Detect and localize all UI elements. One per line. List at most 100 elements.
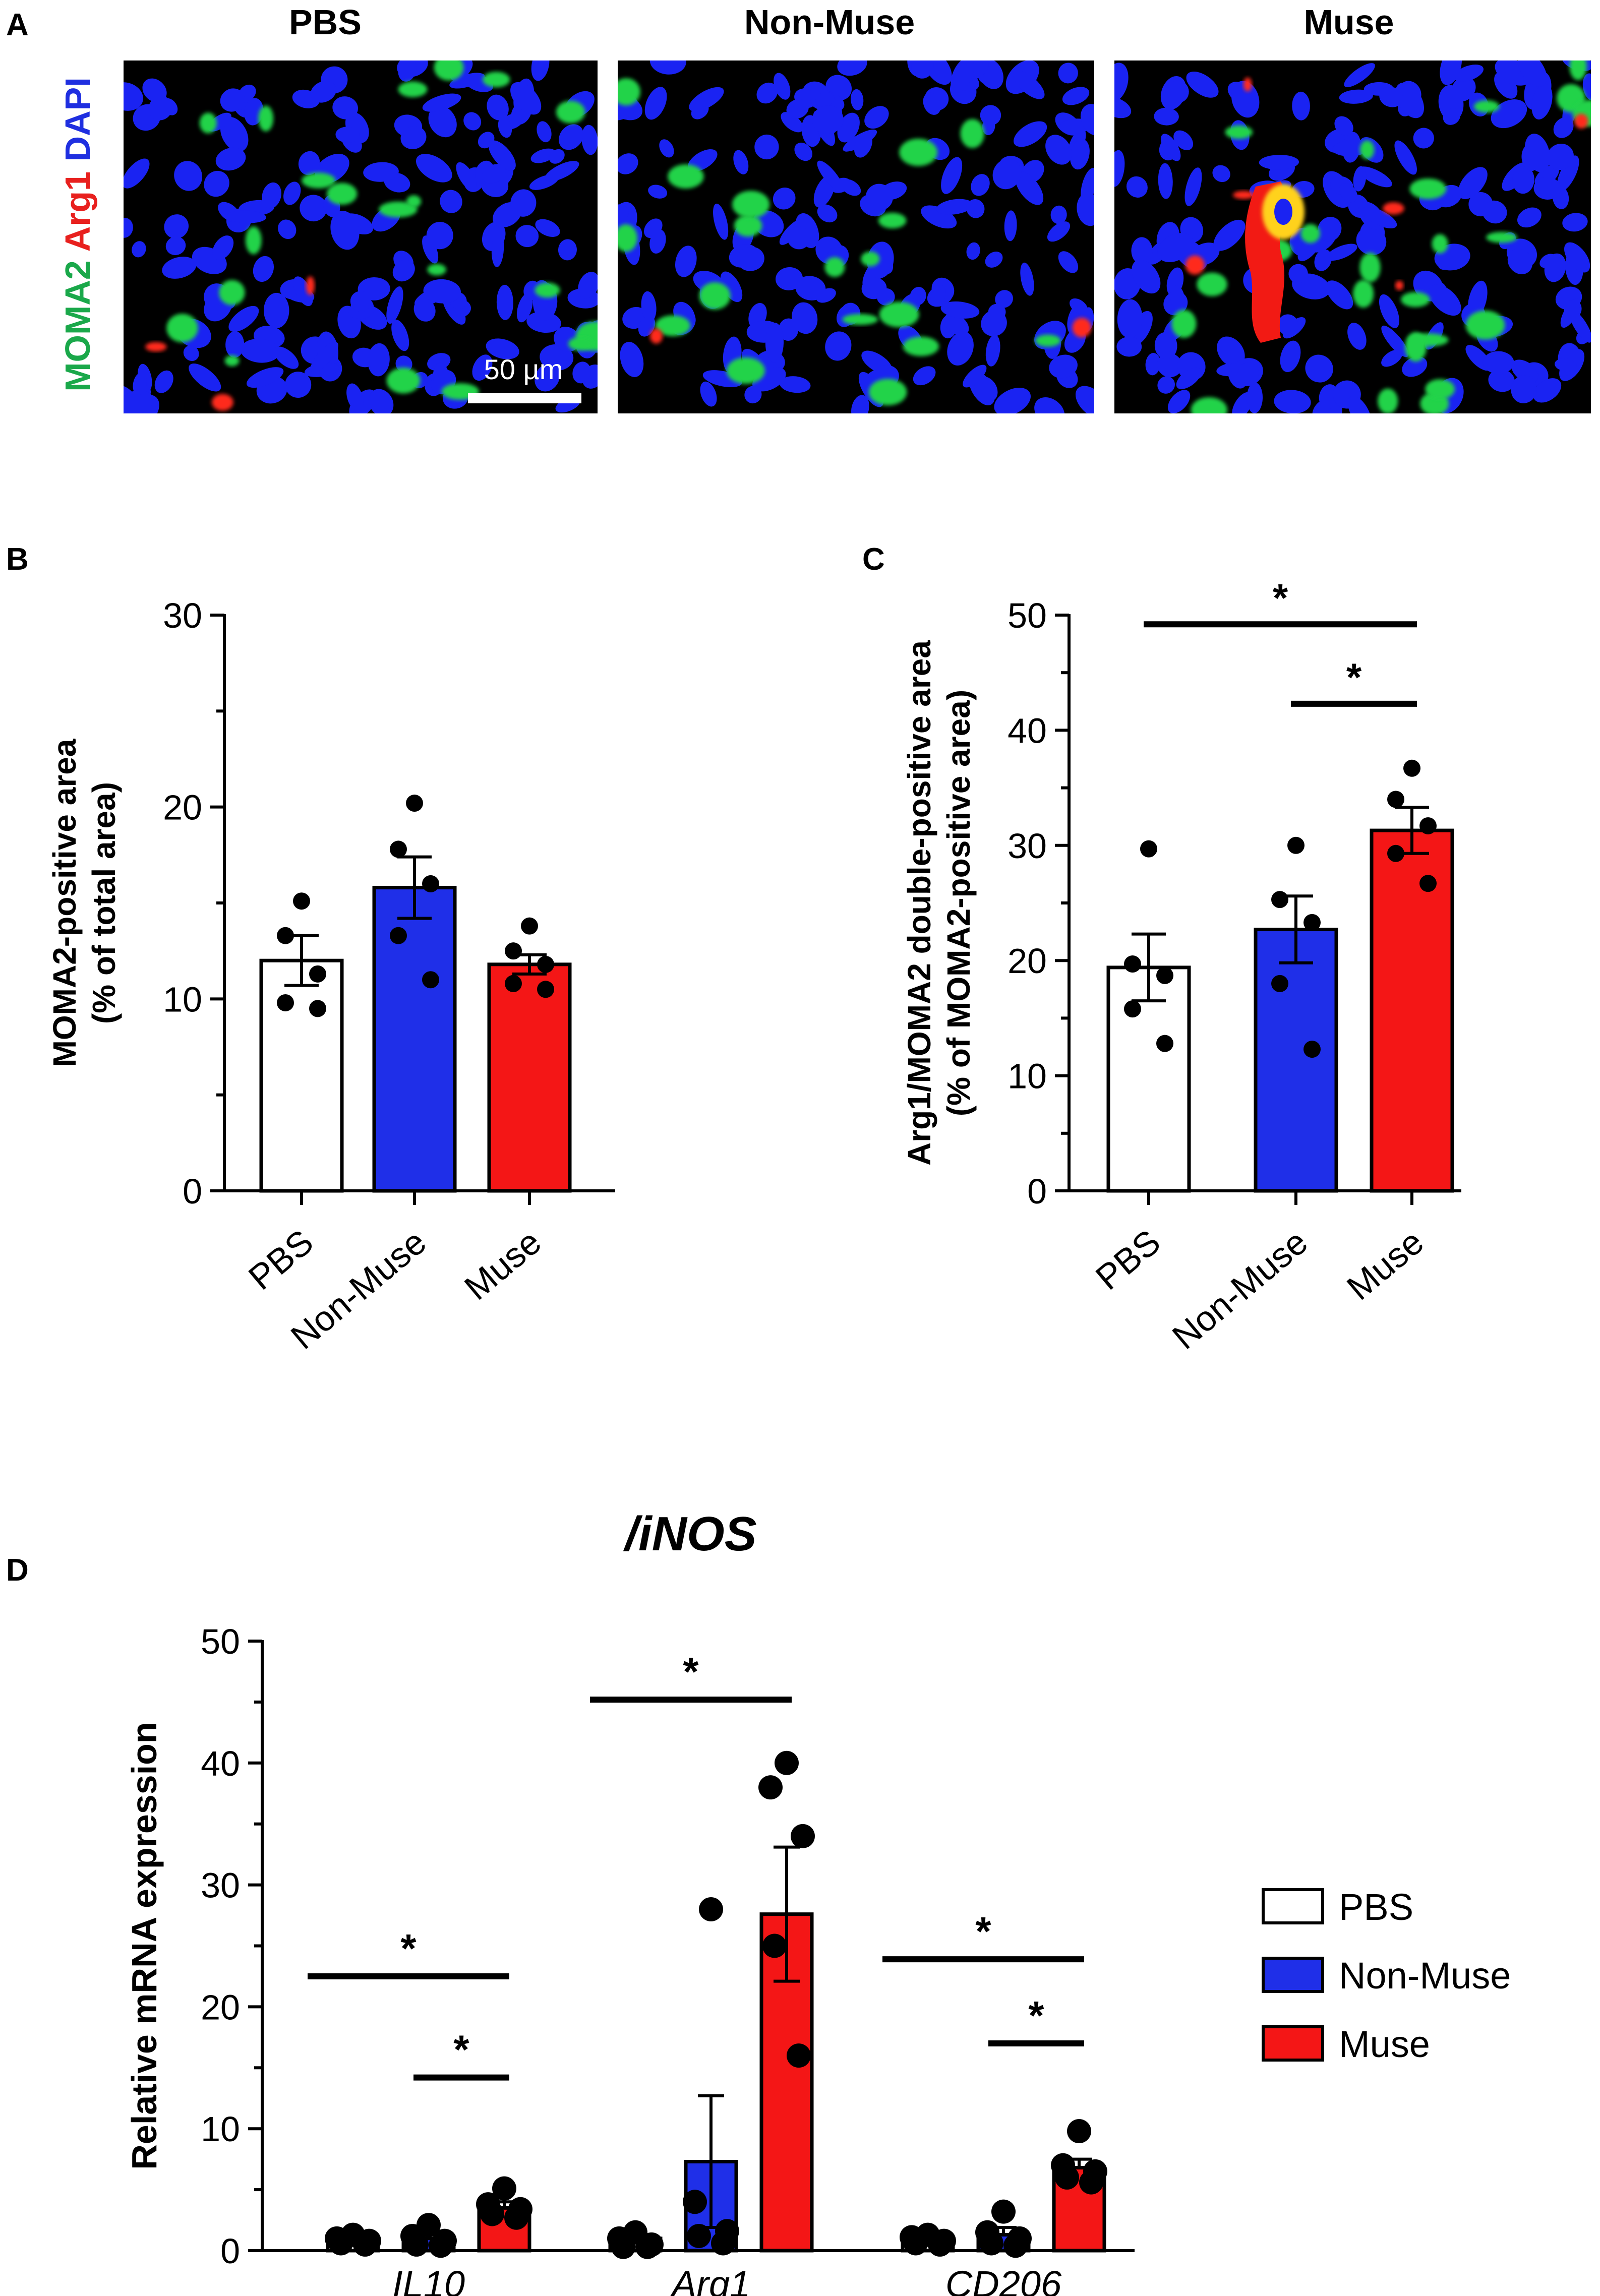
data-point [1124, 955, 1141, 973]
nucleus [1518, 61, 1547, 87]
nucleus [1173, 130, 1194, 150]
nucleus [985, 252, 1003, 268]
nucleus [913, 366, 936, 386]
arg1-signal [649, 328, 663, 344]
nucleus [1564, 242, 1590, 273]
nucleus [1356, 226, 1387, 256]
nucleus [1213, 219, 1246, 251]
nucleus [225, 331, 245, 358]
data-point [504, 2205, 528, 2230]
nucleus [1483, 351, 1514, 374]
nucleus [1217, 336, 1245, 367]
nucleus [531, 61, 550, 81]
nucleus [1014, 121, 1047, 147]
nucleus [1062, 87, 1090, 105]
nucleus [1114, 96, 1132, 118]
y-tick-label: 0 [183, 1172, 202, 1211]
y-axis-title: Relative mRNA expression [125, 1722, 164, 2169]
nucleus [1076, 386, 1094, 413]
nucleus [124, 158, 150, 189]
y-tick-label: 30 [163, 596, 202, 635]
x-tick-label-muse: Muse [457, 1222, 548, 1308]
data-point [991, 2199, 1016, 2224]
data-point [1124, 1000, 1141, 1018]
nucleus [1517, 207, 1542, 228]
nucleus [1440, 61, 1462, 85]
nucleus [840, 179, 861, 196]
arg1-signal [1395, 280, 1404, 290]
nucleus [346, 383, 364, 411]
nucleus [1379, 87, 1403, 107]
nucleus [215, 147, 246, 171]
nucleus [974, 376, 998, 402]
nucleus [1318, 217, 1342, 242]
nucleus [1554, 358, 1577, 372]
moma2-signal [879, 301, 919, 328]
data-point [1003, 2233, 1028, 2258]
nucleus [1582, 73, 1591, 101]
nucleus [1274, 199, 1292, 225]
nucleus [422, 235, 439, 264]
panel-b: B 0 10 20 30 MOMA2-positive area(% of total a… [6, 542, 615, 1357]
moma2-signal [1401, 292, 1430, 308]
data-point [1156, 1035, 1173, 1052]
moma2-signal [1359, 253, 1381, 282]
nucleus [124, 82, 143, 111]
panel-label-a: A [6, 8, 29, 42]
data-point [1271, 891, 1288, 909]
nucleus [352, 347, 376, 368]
nucleus [1314, 249, 1332, 271]
y-tick-label: 10 [163, 980, 202, 1019]
nucleus [620, 341, 644, 377]
y-tick-label: 50 [1008, 596, 1047, 635]
panel-label-b: B [6, 542, 29, 577]
y-axis-title-line: (% of total area) [86, 782, 122, 1024]
data-point [505, 975, 522, 992]
cell-layer [124, 61, 598, 413]
data-point [687, 2223, 711, 2248]
nucleus [943, 313, 969, 336]
nucleus [1562, 213, 1588, 232]
nucleus [817, 160, 844, 192]
arg1-signal [211, 394, 233, 411]
nucleus [463, 112, 482, 131]
moma2-signal [726, 357, 765, 384]
nucleus [1274, 390, 1311, 413]
nucleus [498, 116, 512, 138]
data-point [1271, 975, 1288, 992]
significance-star: * [1028, 1993, 1044, 2038]
nucleus [278, 219, 297, 239]
nucleus [966, 242, 980, 260]
nucleus [638, 316, 656, 337]
nucleus [1004, 210, 1017, 241]
data-point [309, 965, 326, 983]
nucleus [391, 319, 409, 351]
nucleus [1058, 63, 1078, 84]
nucleus [487, 94, 509, 120]
nucleus [1259, 155, 1299, 170]
y-tick-label: 40 [1008, 711, 1047, 750]
nucleus [264, 292, 289, 328]
significance-star: * [1273, 575, 1288, 620]
nucleus [854, 132, 873, 158]
nucleus [204, 170, 229, 197]
moma2-signal [379, 201, 418, 218]
nucleus [1347, 396, 1372, 413]
y-tick-label: 20 [1008, 941, 1047, 981]
moma2-signal [699, 282, 731, 310]
nucleus [1116, 336, 1142, 357]
nucleus [825, 331, 852, 361]
nucleus [1045, 135, 1072, 165]
nucleus [310, 342, 338, 372]
nucleus [142, 78, 167, 103]
nucleus [1379, 294, 1399, 328]
nucleus [985, 334, 1000, 367]
nucleus [1553, 117, 1574, 138]
y-tick-label: 10 [201, 2109, 240, 2149]
nucleus [1013, 70, 1045, 99]
nucleus [911, 61, 934, 79]
nucleus [1049, 354, 1078, 379]
moma2-signal [1569, 61, 1587, 81]
nucleus [545, 161, 579, 182]
nucleus [971, 174, 990, 196]
